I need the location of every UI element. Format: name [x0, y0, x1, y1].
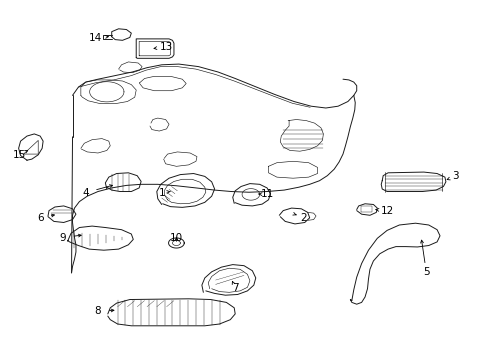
Text: 14: 14 [89, 33, 102, 43]
Text: 12: 12 [380, 206, 394, 216]
Text: 4: 4 [82, 188, 89, 198]
Text: 8: 8 [95, 306, 101, 316]
Text: 6: 6 [37, 213, 44, 223]
Text: 13: 13 [160, 42, 173, 52]
Text: 3: 3 [452, 171, 459, 181]
Text: 1: 1 [158, 188, 165, 198]
Text: 5: 5 [423, 267, 430, 277]
Text: 9: 9 [59, 233, 66, 243]
Text: 10: 10 [170, 233, 183, 243]
Text: 15: 15 [13, 150, 26, 160]
Text: 11: 11 [260, 189, 274, 199]
Text: 2: 2 [300, 213, 307, 223]
Text: 7: 7 [232, 283, 239, 293]
